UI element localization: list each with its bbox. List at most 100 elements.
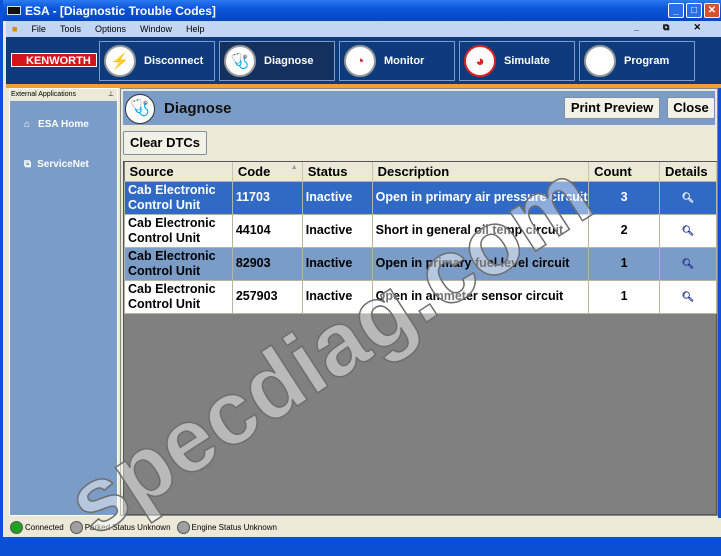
menu-tools[interactable]: Tools [59, 24, 81, 34]
status-cell: Inactive [301, 279, 373, 314]
simulate-label: Simulate [504, 55, 550, 67]
count-cell: 1 [588, 279, 661, 314]
column-header-status[interactable]: Status [302, 162, 373, 181]
count-cell: 3 [588, 180, 661, 215]
window-title: ESA - [Diagnostic Trouble Codes] [25, 3, 216, 18]
menu-bar: ■ File Tools Options Window Help _ ⧉ ✕ [6, 21, 721, 37]
disconnect-label: Disconnect [144, 55, 204, 67]
pane-header: External Applications [11, 91, 76, 98]
connected-status: Connected [10, 521, 64, 534]
engine-status: Engine Status Unknown [176, 521, 277, 534]
mdi-minimize-icon[interactable]: _ [634, 22, 640, 32]
print-preview-button[interactable]: Print Preview [564, 97, 660, 119]
column-header-source[interactable]: Source [124, 162, 233, 181]
maximize-button[interactable]: □ [686, 3, 702, 18]
esa-home-label: ESA Home [38, 119, 89, 130]
table-row[interactable]: Cab Electronic Control Unit 11703 Inacti… [124, 180, 717, 215]
diagnose-button[interactable]: 🩺 Diagnose [219, 41, 335, 81]
details-cell[interactable]: 🔍︎ [659, 279, 717, 314]
monitor-button[interactable]: ◔ Monitor [339, 41, 455, 81]
details-cell[interactable]: 🔍︎ [659, 246, 717, 281]
source-cell: Cab Electronic Control Unit [124, 246, 233, 281]
code-header-label: Code [237, 163, 271, 179]
speedometer-icon: ◕ [464, 45, 496, 77]
sort-ascending-icon: ▲ [290, 163, 298, 171]
grey-led-icon [69, 521, 83, 534]
status-cell: Inactive [301, 213, 373, 248]
program-button[interactable]: ■ Program [579, 41, 695, 81]
column-header-count[interactable]: Count [588, 162, 661, 181]
green-led-icon [10, 521, 23, 534]
menu-file[interactable]: File [31, 24, 46, 34]
title-bar: ESA - [Diagnostic Trouble Codes] _ □ ✕ [3, 0, 721, 21]
minimize-button[interactable]: _ [668, 3, 684, 18]
magnifier-icon[interactable]: 🔍︎ [681, 192, 695, 204]
program-label: Program [624, 55, 670, 67]
source-cell: Cab Electronic Control Unit [124, 213, 233, 248]
count-cell: 1 [588, 246, 661, 281]
table-row[interactable]: Cab Electronic Control Unit 44104 Inacti… [124, 213, 717, 248]
source-cell: Cab Electronic Control Unit [124, 180, 233, 215]
code-cell: 44104 [231, 213, 303, 248]
description-cell: Short in general oil temp circuit [371, 213, 590, 248]
parked-label: Parked Status Unknown [84, 523, 171, 532]
servicenet-label: ServiceNet [37, 159, 89, 170]
details-cell[interactable]: 🔍︎ [659, 213, 717, 248]
menu-app-icon[interactable]: ■ [12, 24, 18, 34]
magnifier-icon[interactable]: 🔍︎ [681, 225, 695, 237]
mdi-restore-icon[interactable]: ⧉ [663, 22, 670, 32]
close-button[interactable]: Close [667, 97, 715, 119]
code-cell: 82903 [231, 246, 303, 281]
stethoscope-icon: 🩺 [125, 94, 155, 124]
code-cell: 257903 [231, 279, 303, 314]
home-icon: ⌂ [24, 119, 31, 130]
disconnect-button[interactable]: ⚡ Disconnect [99, 41, 215, 81]
chip-icon: ■ [584, 45, 616, 77]
magnifier-icon[interactable]: 🔍︎ [681, 258, 695, 270]
engine-label: Engine Status Unknown [191, 523, 277, 532]
status-cell: Inactive [301, 180, 373, 215]
panel-title: Diagnose [164, 100, 232, 117]
app-icon [7, 6, 21, 15]
parked-status: Parked Status Unknown [69, 521, 171, 534]
column-header-description[interactable]: Description [372, 162, 590, 181]
status-cell: Inactive [301, 246, 373, 281]
details-cell[interactable]: 🔍︎ [659, 180, 717, 215]
magnifier-icon[interactable]: 🔍︎ [681, 291, 695, 303]
sidebar-item-servicenet[interactable]: ⧉ ServiceNet [24, 159, 89, 170]
plug-icon: ⚡ [104, 45, 136, 77]
status-bar: Connected Parked Status Unknown Engine S… [6, 518, 721, 537]
menu-help[interactable]: Help [186, 24, 205, 34]
menu-window[interactable]: Window [140, 24, 173, 34]
stethoscope-icon: 🩺 [224, 45, 256, 77]
dtc-table: Source Code ▲ Status Description Count De… [123, 161, 717, 515]
close-window-button[interactable]: ✕ [704, 3, 720, 18]
description-cell: Open in primary air pressure circuit [371, 180, 590, 215]
table-row[interactable]: Cab Electronic Control Unit 82903 Inacti… [124, 246, 717, 281]
connected-label: Connected [25, 523, 64, 532]
gauge-icon: ◔ [344, 45, 376, 77]
count-cell: 2 [588, 213, 661, 248]
table-row[interactable]: Cab Electronic Control Unit 257903 Inact… [124, 279, 717, 314]
windows-icon: ⧉ [24, 159, 32, 170]
column-header-details[interactable]: Details [659, 162, 717, 181]
orange-divider [6, 84, 721, 88]
pin-icon[interactable]: ⊥ [107, 91, 114, 98]
kenworth-logo: KENWORTH [11, 53, 97, 67]
clear-dtcs-button[interactable]: Clear DTCs [123, 131, 207, 155]
diagnose-label: Diagnose [264, 55, 314, 67]
grey-led-icon [176, 521, 190, 534]
toolbar: KENWORTH ⚡ Disconnect 🩺 Diagnose ◔ Monitor … [6, 37, 721, 84]
mdi-close-icon[interactable]: ✕ [693, 22, 701, 32]
external-applications-pane: External Applications ⊥ ⌂ ESA Home ⧉ Servic… [9, 88, 118, 516]
source-cell: Cab Electronic Control Unit [124, 279, 233, 314]
code-cell: 11703 [231, 180, 303, 215]
monitor-label: Monitor [384, 55, 425, 67]
description-cell: Open in primary fuel level circuit [371, 246, 590, 281]
column-header-code[interactable]: Code ▲ [232, 162, 303, 181]
description-cell: Open in ammeter sensor circuit [371, 279, 590, 314]
sidebar-item-esa-home[interactable]: ⌂ ESA Home [24, 119, 89, 130]
menu-options[interactable]: Options [94, 24, 126, 34]
simulate-button[interactable]: ◕ Simulate [459, 41, 575, 81]
diagnose-panel: 🩺 Diagnose Print Preview Close Clear DTC… [120, 88, 718, 516]
